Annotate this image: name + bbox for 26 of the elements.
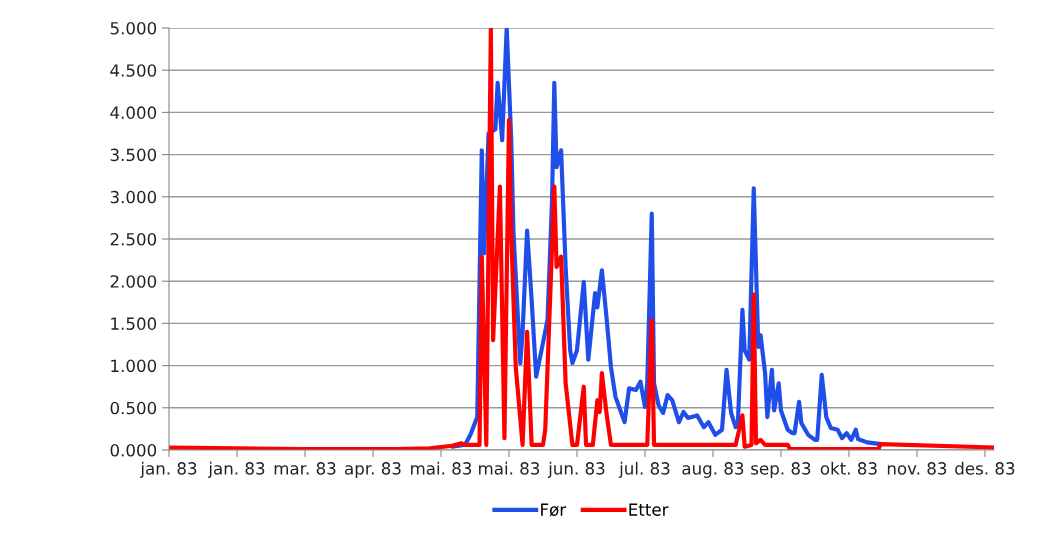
x-tick-label: mai. 83 xyxy=(479,461,540,475)
x-tick-label: jan. 83 xyxy=(208,461,265,478)
x-tick-label: jun. 83 xyxy=(547,461,605,478)
y-tick-label: 0.000 xyxy=(110,443,157,457)
x-tick-label: jan. 83 xyxy=(140,461,197,478)
x-tick-label: mai. 83 xyxy=(411,461,472,475)
legend-label: Før xyxy=(541,503,567,517)
y-tick-label: 1.500 xyxy=(111,317,157,330)
x-tick-label: mar. 83 xyxy=(274,462,336,475)
y-tick-label: 2.000 xyxy=(110,275,157,288)
x-tick-label: apr. 83 xyxy=(345,462,401,478)
y-tick-label: 1.000 xyxy=(111,359,157,373)
x-tick-label: des. 83 xyxy=(955,461,1015,475)
x-tick-label: nov. 83 xyxy=(887,462,947,475)
y-tick-label: 3.500 xyxy=(110,148,157,162)
y-tick-label: 2.500 xyxy=(110,232,157,246)
y-tick-label: 4.500 xyxy=(110,64,157,77)
y-tick-label: 4.000 xyxy=(110,106,157,119)
y-tick-label: 0.500 xyxy=(110,401,157,415)
x-tick-label: sep. 83 xyxy=(751,462,811,478)
x-tick-label: jul. 83 xyxy=(618,461,670,478)
x-tick-label: aug. 83 xyxy=(682,462,744,478)
y-tick-label: 5.000 xyxy=(110,21,157,35)
legend-label: Etter xyxy=(629,503,669,516)
x-tick-label: okt. 83 xyxy=(820,461,877,475)
y-tick-label: 3.000 xyxy=(110,190,157,204)
